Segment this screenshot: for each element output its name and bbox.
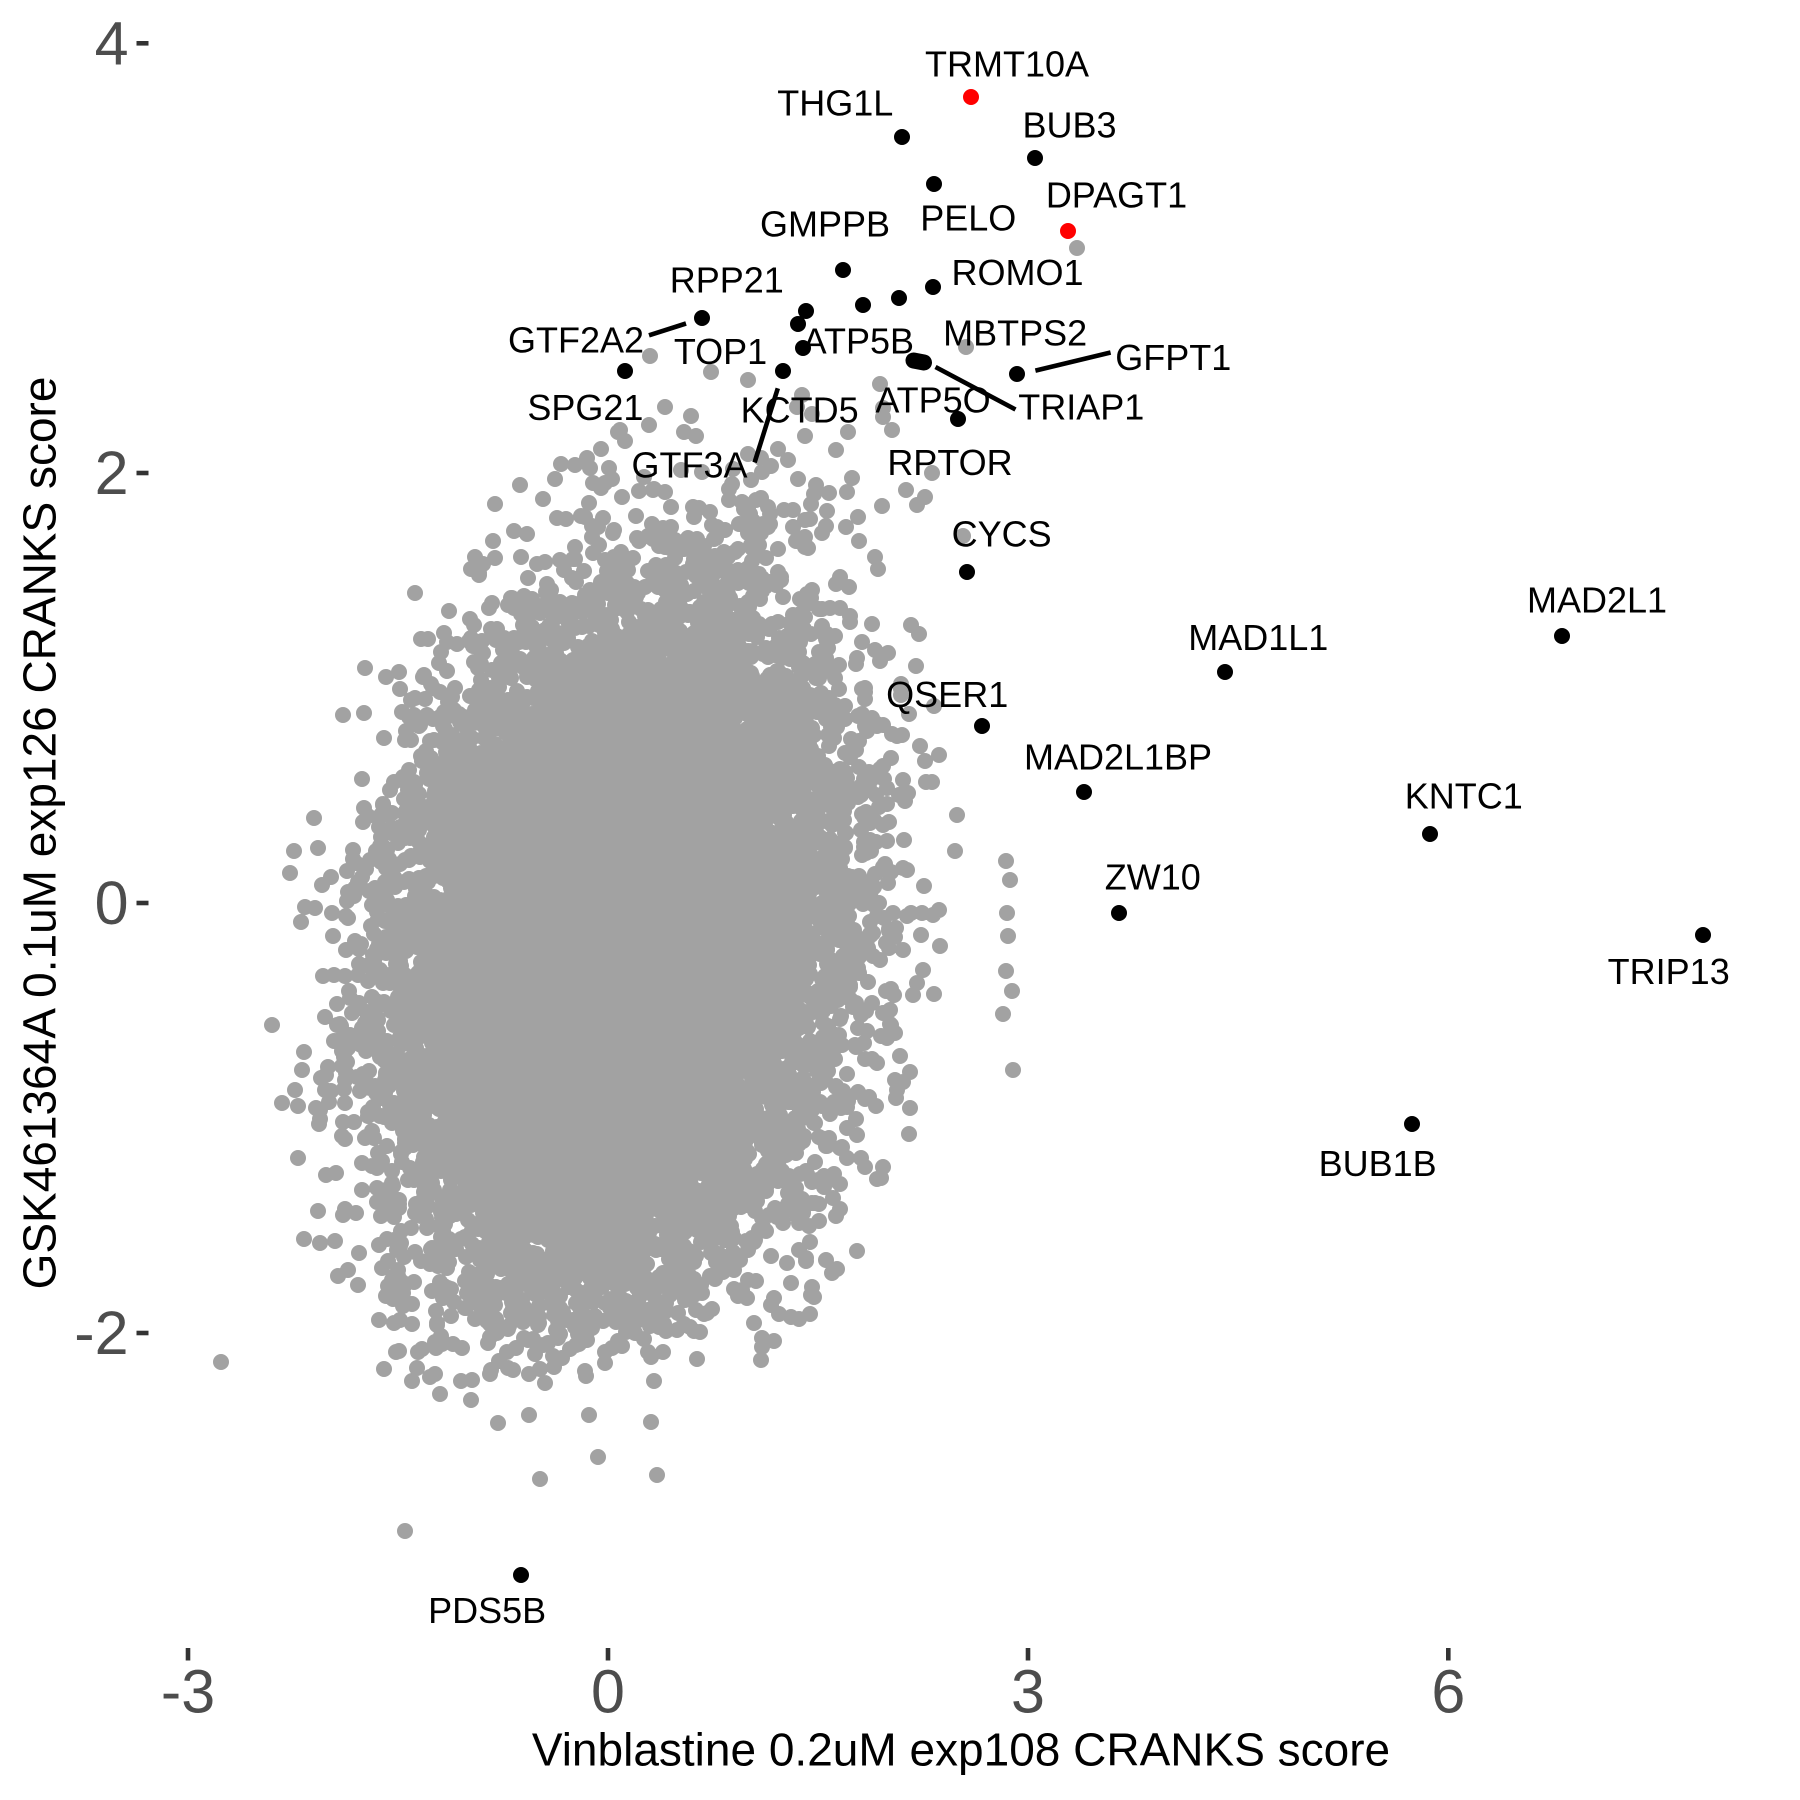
svg-text:RPTOR: RPTOR <box>887 442 1012 483</box>
svg-text:ATP5O: ATP5O <box>875 380 990 421</box>
svg-text:KNTC1: KNTC1 <box>1405 776 1523 817</box>
svg-text:-2: -2 <box>74 1299 128 1367</box>
svg-text:Vinblastine 0.2uM exp108 CRANK: Vinblastine 0.2uM exp108 CRANKS score <box>532 1724 1390 1776</box>
svg-text:CYCS: CYCS <box>952 513 1052 554</box>
svg-text:3: 3 <box>1011 1658 1045 1726</box>
svg-text:GTF2A2: GTF2A2 <box>508 319 644 360</box>
svg-text:QSER1: QSER1 <box>886 674 1008 715</box>
svg-text:GFPT1: GFPT1 <box>1115 337 1231 378</box>
svg-text:THG1L: THG1L <box>777 82 893 123</box>
svg-text:4: 4 <box>95 9 129 77</box>
svg-text:TRMT10A: TRMT10A <box>925 43 1089 84</box>
svg-text:PELO: PELO <box>920 198 1016 239</box>
svg-text:GTF3A: GTF3A <box>631 445 747 486</box>
svg-text:-3: -3 <box>161 1658 215 1726</box>
svg-text:2: 2 <box>95 439 129 507</box>
svg-text:KCTD5: KCTD5 <box>741 390 859 431</box>
svg-text:MAD2L1BP: MAD2L1BP <box>1024 736 1212 777</box>
svg-text:0: 0 <box>591 1658 625 1726</box>
svg-text:TOP1: TOP1 <box>674 331 767 372</box>
svg-text:MAD2L1: MAD2L1 <box>1527 579 1667 620</box>
svg-text:DPAGT1: DPAGT1 <box>1046 174 1187 215</box>
svg-text:BUB3: BUB3 <box>1022 104 1116 145</box>
svg-text:BUB1B: BUB1B <box>1319 1143 1437 1184</box>
svg-text:ROMO1: ROMO1 <box>951 252 1083 293</box>
svg-text:GMPPB: GMPPB <box>760 203 890 244</box>
svg-text:0: 0 <box>95 869 129 937</box>
svg-text:TRIP13: TRIP13 <box>1608 951 1730 992</box>
svg-text:MAD1L1: MAD1L1 <box>1188 617 1328 658</box>
svg-text:RPP21: RPP21 <box>670 260 784 301</box>
svg-text:PDS5B: PDS5B <box>428 1590 546 1631</box>
svg-text:MBTPS2: MBTPS2 <box>943 312 1087 353</box>
svg-text:GSK461364A 0.1uM exp126 CRANKS: GSK461364A 0.1uM exp126 CRANKS score <box>14 377 66 1290</box>
svg-text:ATP5B: ATP5B <box>803 321 914 362</box>
svg-text:6: 6 <box>1431 1658 1465 1726</box>
svg-text:SPG21: SPG21 <box>527 387 643 428</box>
svg-text:TRIAP1: TRIAP1 <box>1018 387 1144 428</box>
svg-text:ZW10: ZW10 <box>1105 857 1201 898</box>
